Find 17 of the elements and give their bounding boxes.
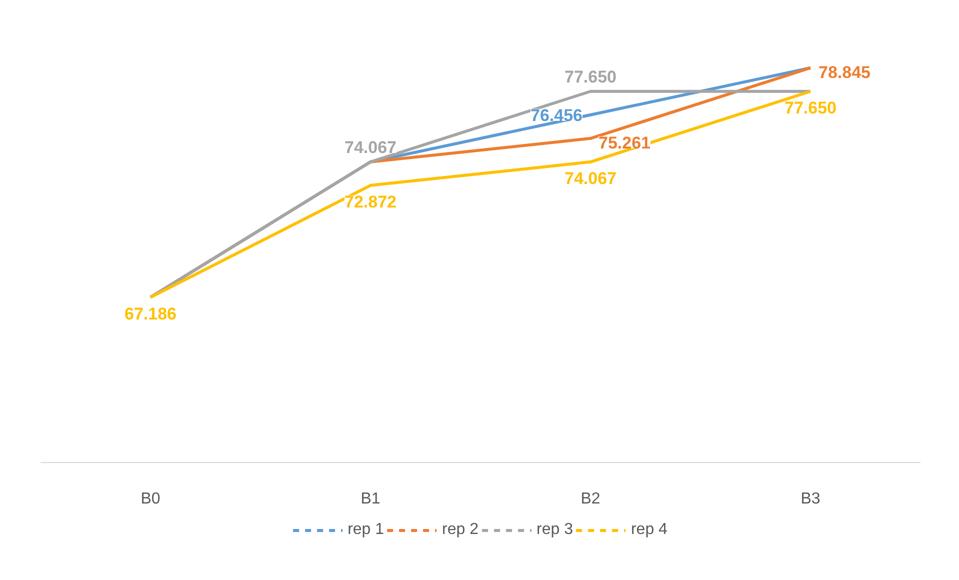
data-label: 77.650 xyxy=(784,98,836,118)
x-tick-label: B1 xyxy=(360,490,380,508)
legend-label: rep 2 xyxy=(442,521,478,539)
legend-label: rep 1 xyxy=(348,521,384,539)
data-label: 78.845 xyxy=(818,62,870,82)
legend-label: rep 4 xyxy=(630,521,668,539)
data-label: 72.872 xyxy=(344,192,396,212)
data-label: 75.261 xyxy=(598,133,650,152)
x-tick-label: B3 xyxy=(800,490,820,508)
x-tick-label: B2 xyxy=(580,490,600,508)
legend-label: rep 3 xyxy=(536,521,573,539)
data-label: 67.186 xyxy=(124,304,176,324)
data-label: 77.650 xyxy=(564,67,616,86)
x-tick-label: B0 xyxy=(140,490,160,508)
data-label: 74.067 xyxy=(344,138,396,157)
data-label: 74.067 xyxy=(564,168,616,188)
data-label: 76.456 xyxy=(530,106,583,125)
